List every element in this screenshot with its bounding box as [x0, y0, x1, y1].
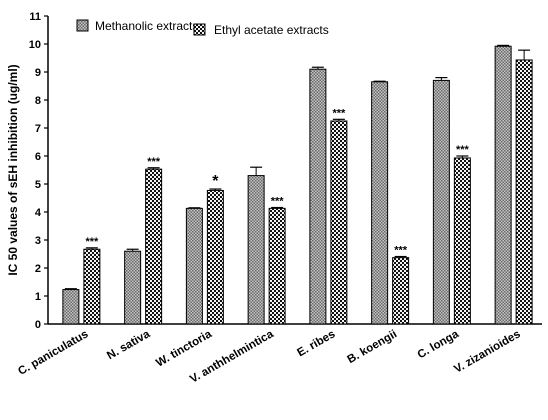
significance-marker: *** — [456, 144, 470, 156]
x-tick-label: N. sativa — [105, 328, 152, 362]
legend-label: Methanolic extracts — [95, 19, 198, 33]
bar-methanolic — [371, 81, 389, 325]
y-tick-label: 11 — [29, 11, 41, 23]
y-tick-label: 3 — [35, 235, 41, 247]
significance-marker: *** — [394, 245, 408, 257]
y-axis-label: IC 50 values of sEH inhibition (ug/ml) — [6, 64, 20, 275]
significance-marker: *** — [271, 196, 285, 208]
y-tick-label: 2 — [35, 263, 41, 275]
bar-ethyl-acetate — [392, 257, 410, 325]
legend-swatch — [76, 19, 89, 32]
bar-methanolic — [247, 175, 265, 325]
significance-marker: *** — [147, 156, 161, 168]
y-tick-label: 1 — [35, 291, 41, 303]
bar-methanolic — [185, 207, 203, 325]
legend-swatch — [193, 23, 206, 36]
bar-ethyl-acetate — [206, 189, 224, 325]
bar-methanolic — [62, 289, 80, 325]
y-tick-label: 5 — [35, 179, 41, 191]
bar-methanolic — [432, 79, 450, 325]
significance-marker: *** — [85, 236, 99, 248]
bar-ethyl-acetate — [330, 120, 348, 325]
bar-methanolic — [124, 250, 142, 325]
axes: 0 1 2 3 4 5 6 7 8 9 10 11 IC 50 values of sEH inhibi… — [6, 11, 542, 331]
bars-group — [62, 44, 533, 325]
significance-marker: * — [212, 173, 219, 190]
x-tick-label: E. ribes — [295, 328, 337, 359]
x-tick-label: W. tinctoria — [154, 328, 214, 370]
bar-ethyl-acetate — [145, 168, 163, 325]
x-tick-label: B. koengii — [346, 328, 400, 366]
y-tick-label: 8 — [35, 95, 41, 107]
bar-ethyl-acetate — [515, 59, 533, 325]
y-tick-label: 4 — [35, 207, 42, 219]
y-tick-label: 0 — [35, 319, 41, 331]
y-tick-label: 7 — [35, 123, 41, 135]
bar-ethyl-acetate — [83, 248, 101, 325]
y-tick-label: 10 — [29, 39, 41, 51]
y-tick-label: 9 — [35, 67, 41, 79]
bar-ethyl-acetate — [453, 157, 471, 325]
x-tick-label: C. paniculatus — [16, 328, 90, 378]
y-tick-label: 6 — [35, 151, 41, 163]
bar-ethyl-acetate — [268, 207, 286, 325]
x-tick-label: V. zizanioides — [452, 328, 522, 376]
legend-label: Ethyl acetate extracts — [214, 23, 329, 37]
bar-methanolic — [309, 68, 327, 325]
x-tick-label: C. longa — [416, 328, 462, 361]
legend: Methanolic extracts Ethyl acetate extract… — [76, 19, 329, 37]
bar-methanolic — [494, 45, 512, 325]
significance-marker: *** — [332, 107, 346, 119]
